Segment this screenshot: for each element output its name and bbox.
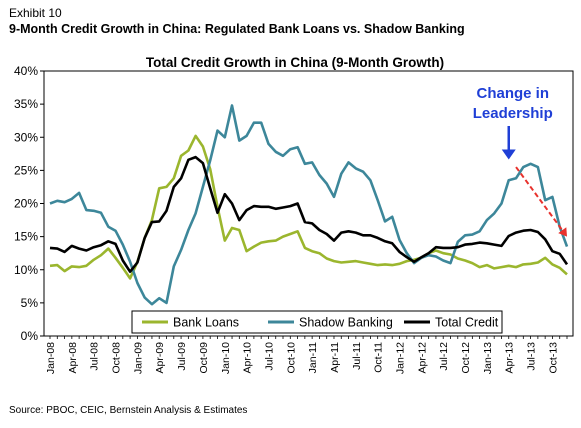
x-tick-label: Apr-09	[154, 342, 166, 374]
x-tick-label: Apr-11	[329, 342, 341, 373]
x-tick-label: Apr-12	[416, 342, 428, 374]
y-tick-label: 35%	[14, 97, 38, 111]
x-tick-label: Jul-09	[176, 342, 188, 371]
x-tick-label: Jan-13	[482, 342, 494, 374]
x-tick-label: Oct-13	[547, 342, 559, 374]
series-line-shadow-banking	[49, 104, 569, 306]
source-note: Source: PBOC, CEIC, Bernstein Analysis &…	[9, 405, 248, 416]
x-tick-label: Jul-12	[438, 342, 450, 371]
y-tick-label: 20%	[14, 197, 38, 211]
x-tick-label: Jan-12	[395, 342, 407, 374]
x-tick-label: Apr-10	[242, 342, 254, 374]
x-tick-label: Jan-08	[45, 342, 57, 374]
x-tick-label: Jan-11	[307, 342, 319, 373]
y-tick-label: 25%	[14, 163, 38, 177]
x-tick-label: Jul-08	[89, 342, 101, 371]
series-line-total-credit	[49, 155, 569, 274]
x-tick-label: Jul-10	[263, 342, 275, 371]
annotation-text: Leadership	[473, 105, 553, 122]
chart-title: Total Credit Growth in China (9-Month Gr…	[146, 55, 444, 70]
legend-label: Total Credit	[435, 316, 499, 330]
legend: Bank Loans Shadow Banking Total Credit	[131, 310, 503, 334]
x-tick-label: Apr-08	[67, 342, 79, 374]
x-tick-label: Jul-13	[526, 342, 538, 371]
y-tick-label: 30%	[14, 130, 38, 144]
annotation-arrow-head	[501, 149, 516, 160]
y-tick-label: 5%	[21, 296, 39, 310]
legend-label: Bank Loans	[173, 316, 239, 330]
trend-dashed-arrow	[515, 166, 564, 231]
x-tick-label: Oct-11	[373, 342, 385, 373]
x-tick-label: Oct-09	[198, 342, 210, 374]
x-tick-label: Oct-08	[111, 342, 123, 374]
x-tick-label: Jan-10	[220, 342, 232, 374]
y-tick-label: 15%	[14, 230, 38, 244]
trend-arrow-head	[558, 227, 567, 237]
y-tick-label: 0%	[21, 329, 39, 343]
x-tick-label: Jan-09	[132, 342, 144, 374]
annotation-text: Change in	[476, 85, 549, 102]
legend-label: Shadow Banking	[299, 316, 393, 330]
y-tick-label: 10%	[14, 263, 38, 277]
exhibit-headline: 9-Month Credit Growth in China: Regulate…	[9, 22, 465, 36]
legend-box	[131, 310, 503, 334]
x-tick-label: Oct-12	[460, 342, 472, 374]
x-tick-label: Apr-13	[504, 342, 516, 374]
exhibit-label: Exhibit 10	[9, 6, 62, 20]
y-tick-label: 40%	[14, 64, 38, 78]
x-tick-label: Oct-10	[285, 342, 297, 374]
x-tick-label: Jul-11	[351, 342, 363, 370]
